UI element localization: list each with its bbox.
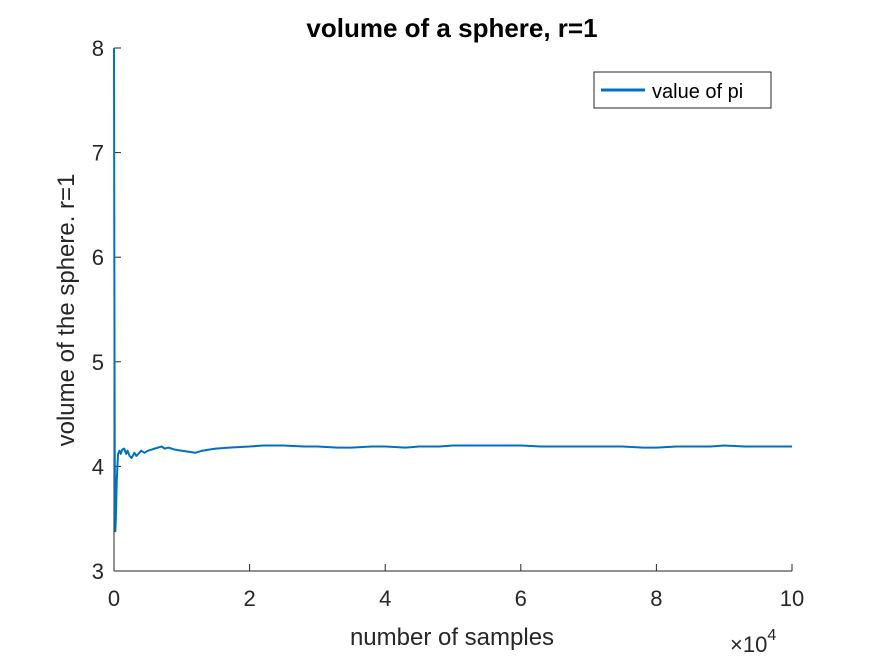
series-layer <box>113 47 792 533</box>
legend-box <box>593 71 772 109</box>
y-tick-label: 4 <box>92 454 104 479</box>
series-line-0 <box>113 47 792 533</box>
y-ticks: 3 4 5 6 7 8 <box>92 36 121 584</box>
x-exponent-base: ×10 <box>730 632 767 656</box>
x-tick-label: 10 <box>780 586 804 611</box>
x-exponent-power: 4 <box>767 627 776 644</box>
y-tick-label: 3 <box>92 559 104 584</box>
y-axis-label: volume of the sphere. r=1 <box>53 174 80 447</box>
x-tick-label: 8 <box>650 586 662 611</box>
x-tick-label: 2 <box>243 586 255 611</box>
x-tick-label: 6 <box>515 586 527 611</box>
x-tick-label: 4 <box>379 586 391 611</box>
y-tick-label: 8 <box>92 36 104 61</box>
chart-title: volume of a sphere, r=1 <box>306 13 597 43</box>
y-tick-label: 5 <box>92 350 104 375</box>
x-exponent-label: ×104 <box>730 627 776 656</box>
legend-label: value of pi <box>652 81 743 103</box>
x-ticks: 0 2 4 6 8 10 <box>108 564 804 611</box>
axes <box>113 48 792 572</box>
legend: value of pi <box>593 71 772 109</box>
y-tick-label: 7 <box>92 141 104 166</box>
y-tick-label: 6 <box>92 245 104 270</box>
x-axis-label: number of samples <box>350 624 554 651</box>
x-tick-label: 0 <box>108 586 120 611</box>
